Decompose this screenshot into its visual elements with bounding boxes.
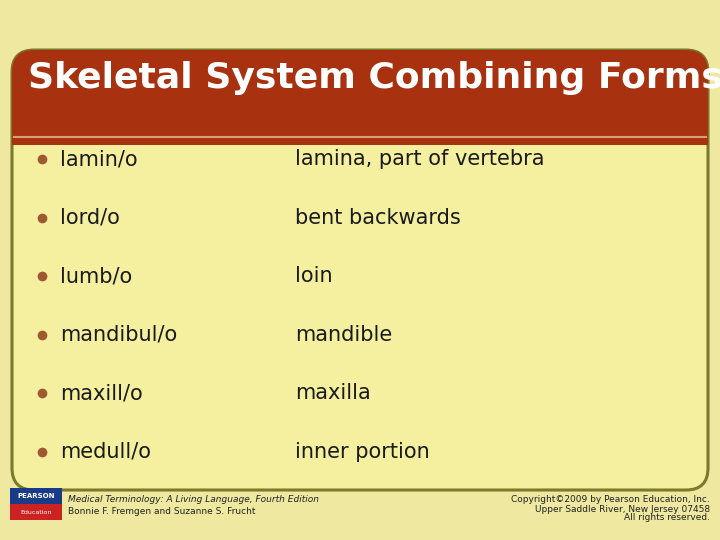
Text: lumb/o: lumb/o (60, 266, 132, 286)
Bar (10, 504, 62, 520)
Text: lord/o: lord/o (60, 208, 120, 228)
Bar (12, 98, 708, 145)
Text: mandible: mandible (295, 325, 392, 345)
Text: loin: loin (295, 266, 333, 286)
Text: maxilla: maxilla (295, 383, 371, 403)
Text: Copyright©2009 by Pearson Education, Inc.: Copyright©2009 by Pearson Education, Inc… (511, 496, 710, 504)
Text: Skeletal System Combining Forms: Skeletal System Combining Forms (28, 61, 720, 95)
Bar (10, 488, 62, 504)
Text: mandibul/o: mandibul/o (60, 325, 177, 345)
Text: lamina, part of vertebra: lamina, part of vertebra (295, 149, 544, 169)
Text: lamin/o: lamin/o (60, 149, 138, 169)
Text: bent backwards: bent backwards (295, 208, 461, 228)
Text: medull/o: medull/o (60, 442, 151, 462)
Text: inner portion: inner portion (295, 442, 430, 462)
Text: All rights reserved.: All rights reserved. (624, 514, 710, 523)
Text: PEARSON: PEARSON (17, 493, 55, 499)
Text: maxill/o: maxill/o (60, 383, 143, 403)
Text: Upper Saddle River, New Jersey 07458: Upper Saddle River, New Jersey 07458 (535, 504, 710, 514)
FancyBboxPatch shape (12, 50, 708, 145)
Text: Medical Terminology: A Living Language, Fourth Edition: Medical Terminology: A Living Language, … (68, 496, 319, 504)
Text: Bonnie F. Fremgen and Suzanne S. Frucht: Bonnie F. Fremgen and Suzanne S. Frucht (68, 508, 256, 516)
Text: Education: Education (20, 510, 52, 515)
FancyBboxPatch shape (12, 50, 708, 490)
